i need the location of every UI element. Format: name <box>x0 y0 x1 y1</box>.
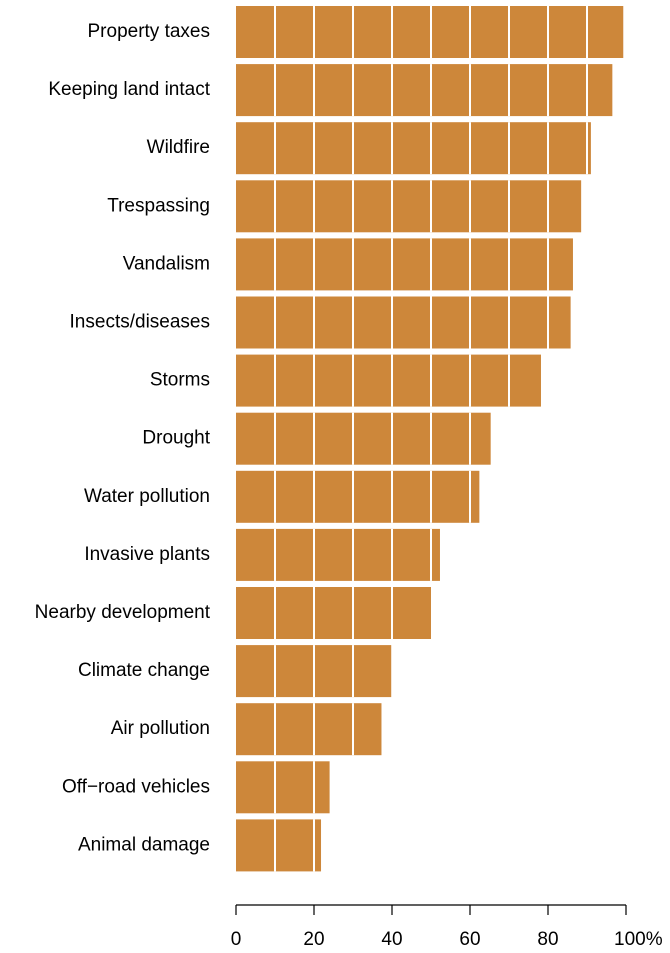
category-label: Keeping land intact <box>48 79 210 100</box>
bar <box>236 6 624 58</box>
x-tick-label: 80 <box>537 929 558 950</box>
category-label: Climate change <box>78 660 210 681</box>
category-label: Insects/diseases <box>70 312 210 333</box>
bars-group <box>236 6 624 872</box>
bar <box>236 703 382 756</box>
bar <box>236 587 431 639</box>
category-label: Nearby development <box>35 602 211 623</box>
x-tick-label: 20 <box>303 929 324 950</box>
bar <box>236 238 573 291</box>
bar <box>236 412 491 465</box>
category-label: Trespassing <box>107 195 210 216</box>
category-labels: Property taxes Keeping land intact Wildfir… <box>35 21 211 855</box>
category-label: Invasive plants <box>84 544 210 565</box>
category-label: Drought <box>142 428 210 449</box>
bar <box>236 64 613 117</box>
category-label: Water pollution <box>84 486 210 507</box>
bar <box>236 296 571 349</box>
category-label: Property taxes <box>88 21 211 42</box>
category-label: Air pollution <box>111 718 210 739</box>
x-tick-label: 40 <box>381 929 402 950</box>
category-label: Animal damage <box>78 834 210 855</box>
bar <box>236 354 541 407</box>
bar <box>236 180 582 233</box>
x-axis: 0 20 40 60 80 100% <box>231 904 663 950</box>
category-label: Vandalism <box>123 253 210 274</box>
bar <box>236 819 322 872</box>
x-tick-label: 0 <box>231 929 242 950</box>
bar <box>236 122 591 175</box>
bar <box>236 761 330 814</box>
category-label: Wildfire <box>147 137 210 158</box>
x-tick-label: 100% <box>614 929 663 950</box>
category-label: Storms <box>150 370 210 391</box>
category-label: Off−road vehicles <box>62 776 210 797</box>
bar <box>236 470 480 523</box>
bar <box>236 528 440 581</box>
x-tick-label: 60 <box>459 929 480 950</box>
